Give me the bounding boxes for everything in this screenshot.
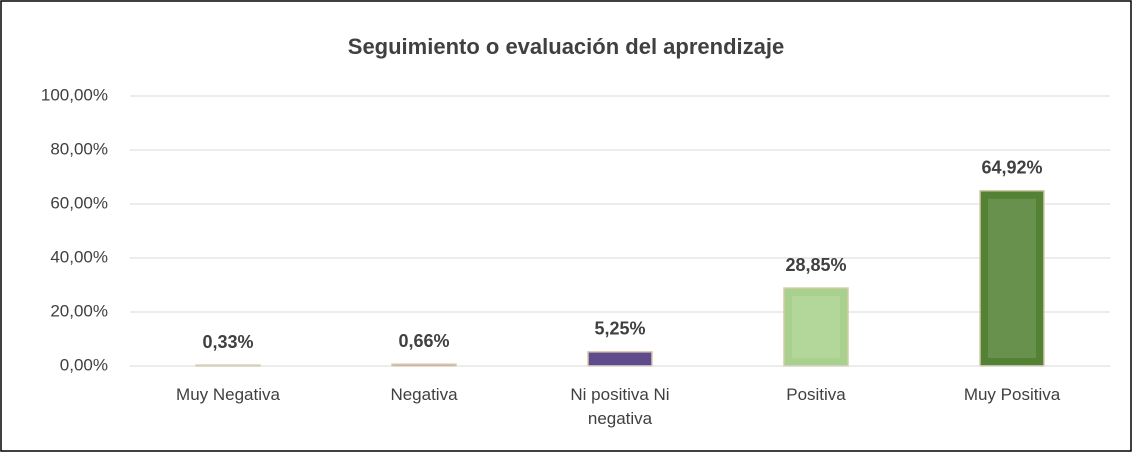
value-label: 5,25% [594, 319, 645, 339]
x-tick-label: Positiva [786, 385, 846, 404]
y-tick-label: 60,00% [50, 193, 108, 212]
value-label: 64,92% [981, 157, 1042, 177]
x-tick-label: Muy Negativa [176, 385, 280, 404]
value-label: 0,66% [398, 331, 449, 351]
x-tick-label: Ni positiva Ni negativa [570, 385, 670, 428]
x-tick-label: Negativa [390, 385, 458, 404]
bar [587, 351, 653, 367]
chart-title: Seguimiento o evaluación del aprendizaje [348, 34, 784, 59]
value-label: 0,33% [202, 332, 253, 352]
bar-bevel [792, 296, 840, 358]
x-tick-label: Muy Positiva [963, 385, 1061, 404]
bar-bevel [988, 198, 1036, 358]
y-tick-label: 80,00% [50, 139, 108, 158]
y-tick-label: 0,00% [60, 355, 108, 374]
value-label: 28,85% [785, 255, 846, 275]
y-tick-label: 20,00% [50, 301, 108, 320]
y-tick-label: 40,00% [50, 247, 108, 266]
bar [979, 189, 1045, 367]
y-tick-label: 100,00% [41, 85, 108, 104]
